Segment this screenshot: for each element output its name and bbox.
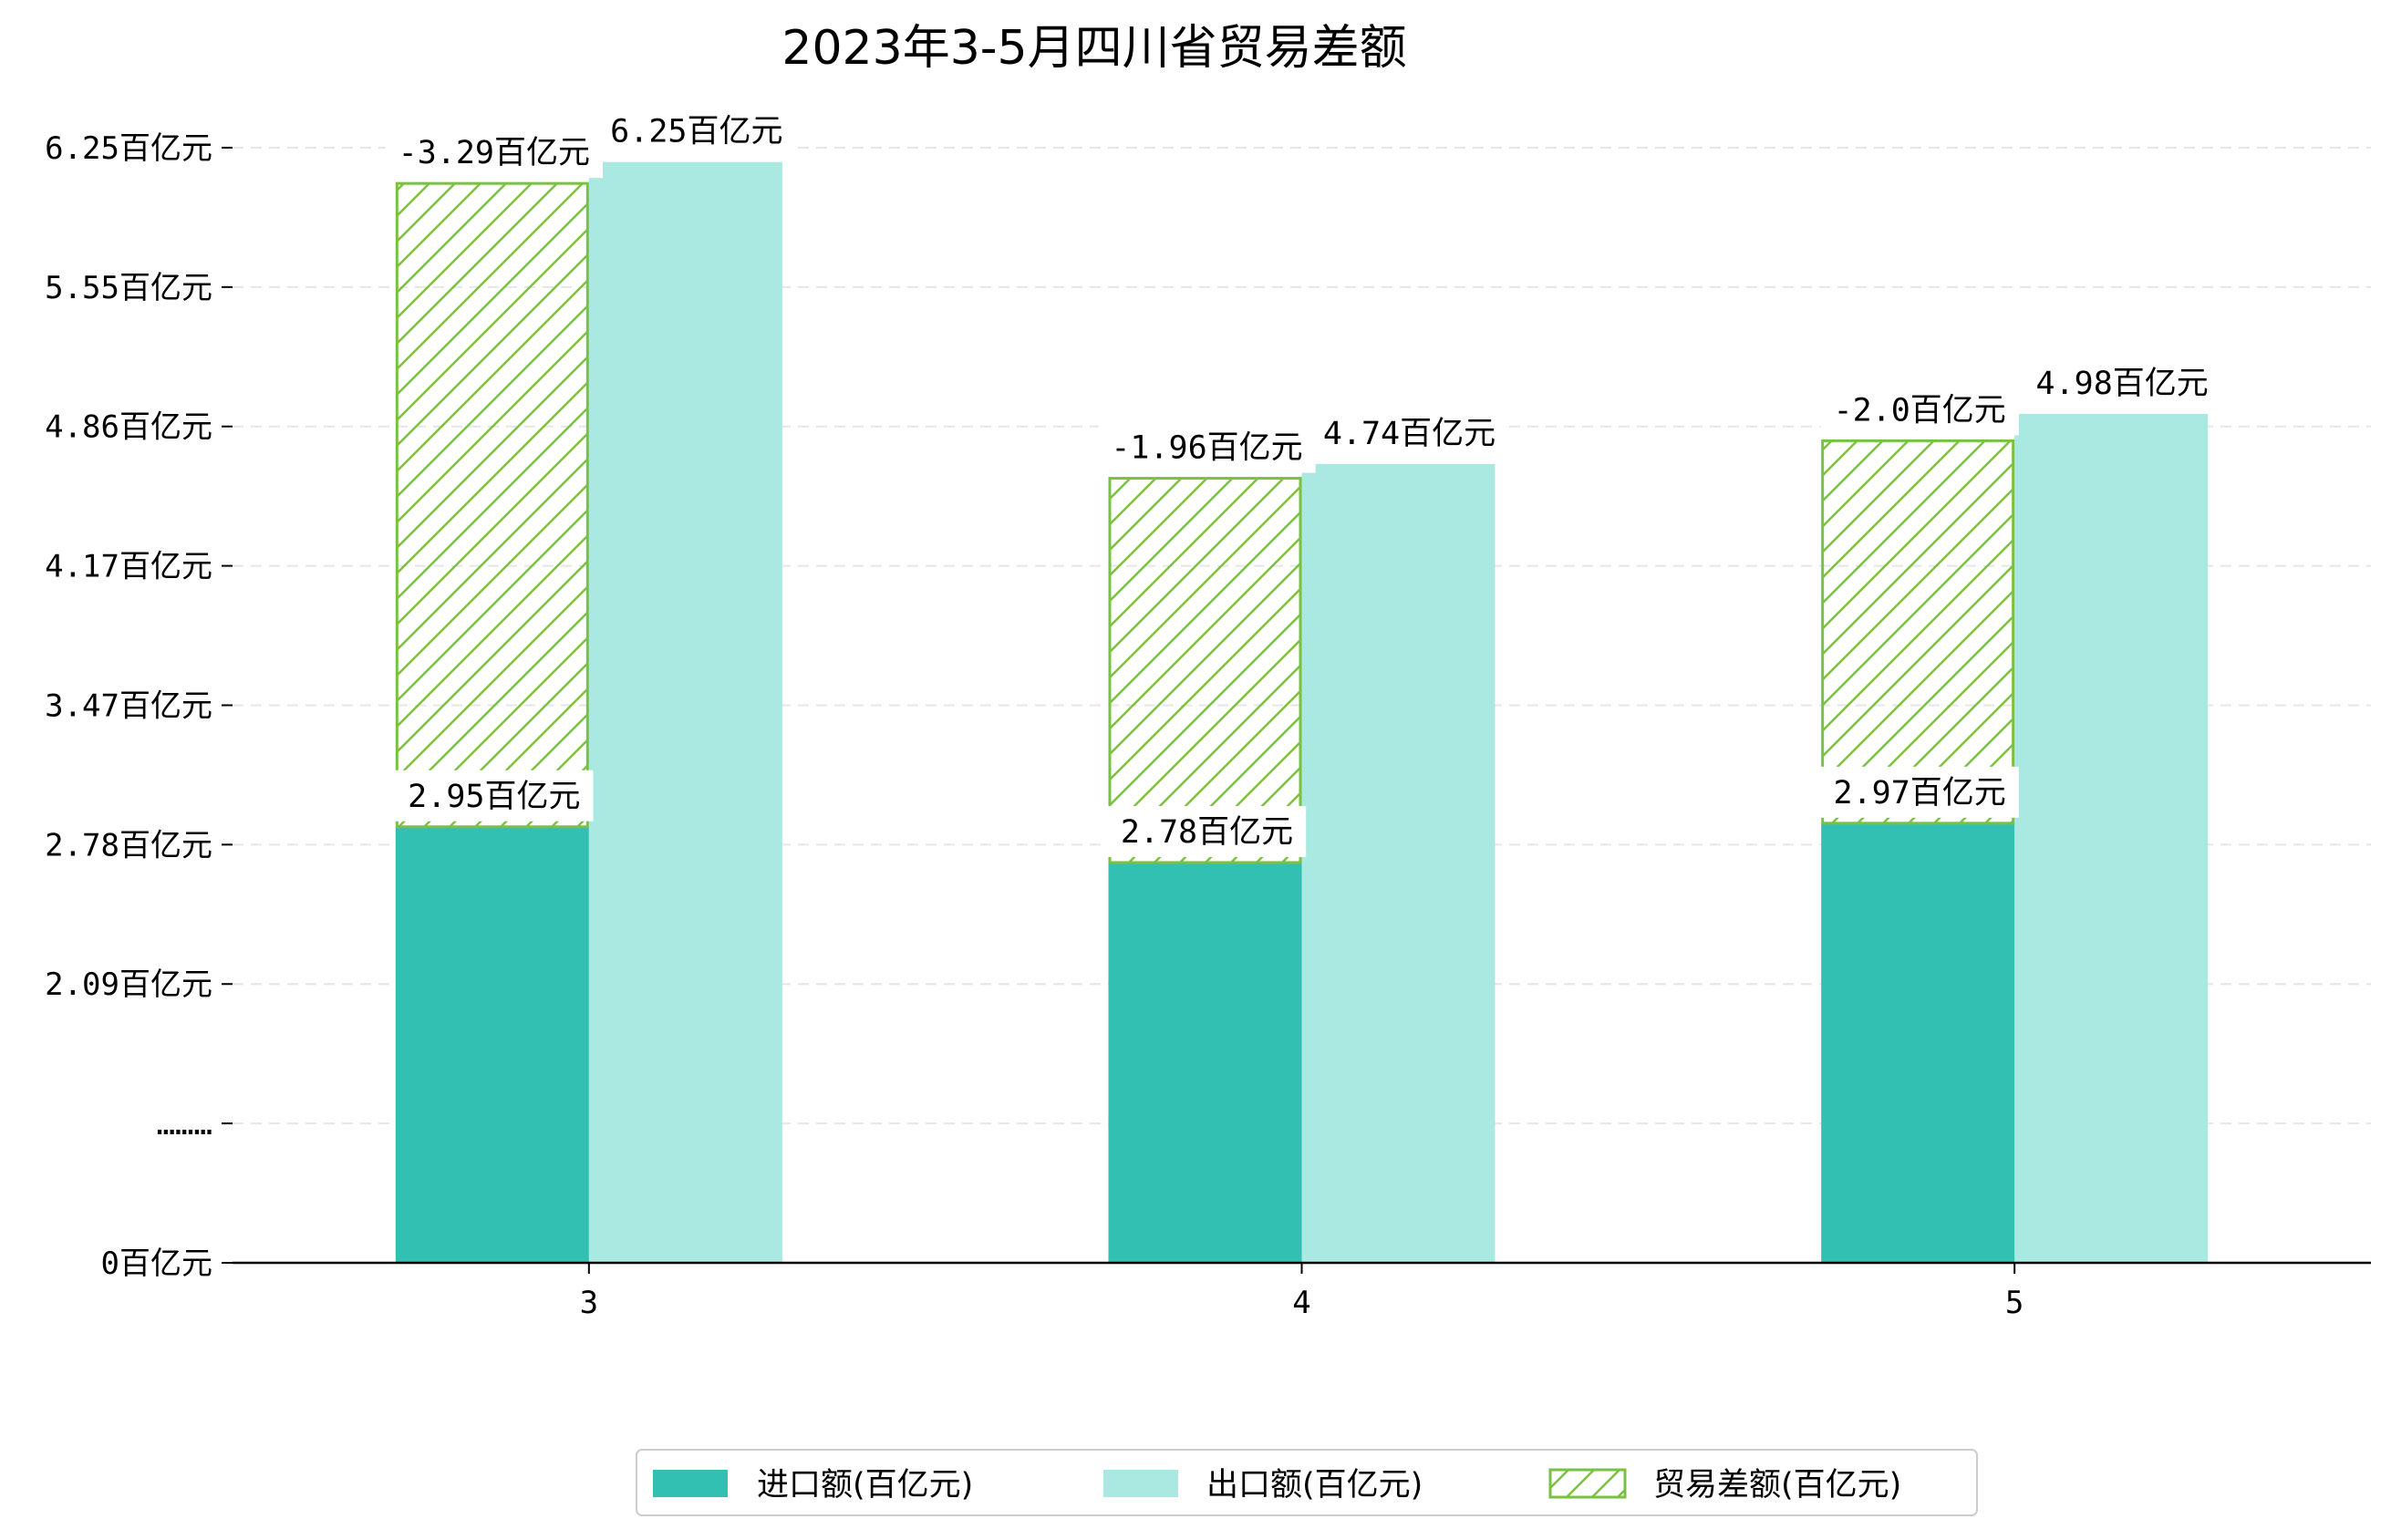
balance-bar bbox=[1108, 477, 1302, 864]
y-tick-label: 2.09百亿元 bbox=[45, 966, 212, 1003]
y-tick-label: 4.17百亿元 bbox=[45, 549, 212, 585]
y-tick-label: 3.47百亿元 bbox=[45, 687, 212, 724]
export-bar bbox=[2014, 414, 2209, 1263]
import-bar bbox=[1108, 862, 1302, 1263]
balance-bar bbox=[395, 181, 589, 829]
legend-box bbox=[636, 1449, 1978, 1516]
x-tick-label: 3 bbox=[580, 1285, 598, 1321]
export-value-label-bg bbox=[2023, 357, 2221, 408]
x-tick-label: 5 bbox=[2005, 1285, 2024, 1321]
import-value-label: 2.97百亿元 bbox=[1834, 775, 2006, 811]
y-tick-label: 4.86百亿元 bbox=[45, 409, 212, 446]
export-value-label-group: 4.74百亿元 bbox=[1309, 407, 1509, 459]
balance-value-label-group: -1.96百亿元 bbox=[1098, 421, 1316, 473]
balance-value-label: -2.0百亿元 bbox=[1834, 392, 2006, 429]
import-value-label-bg bbox=[1107, 805, 1307, 857]
import-bar bbox=[395, 826, 589, 1263]
export-value-label: 4.74百亿元 bbox=[1323, 416, 1496, 452]
import-value-label: 2.78百亿元 bbox=[1121, 814, 1293, 851]
y-tick-label: 0百亿元 bbox=[101, 1245, 212, 1282]
legend-label: 进口额(百亿元) bbox=[757, 1467, 973, 1504]
export-value-label: 6.25百亿元 bbox=[610, 114, 782, 150]
balance-value-label-bg bbox=[1820, 384, 2019, 436]
chart-title: 2023年3-5月四川省贸易差额 bbox=[781, 21, 1406, 76]
balance-value-label-group: -2.0百亿元 bbox=[1820, 384, 2019, 436]
y-tick-label: 5.55百亿元 bbox=[45, 270, 212, 306]
export-value-label-group: 4.98百亿元 bbox=[2023, 357, 2221, 408]
import-value-label: 2.95百亿元 bbox=[408, 779, 580, 815]
balance-bar bbox=[1821, 439, 2015, 825]
y-tick-label: ……… bbox=[157, 1106, 212, 1142]
legend-swatch-balance bbox=[1548, 1468, 1627, 1499]
balance-value-label-group: -3.29百亿元 bbox=[385, 127, 604, 179]
legend-label: 出口额(百亿元) bbox=[1206, 1467, 1423, 1504]
balance-value-label: -3.29百亿元 bbox=[398, 135, 590, 171]
legend-swatch-export bbox=[1103, 1470, 1178, 1497]
export-value-label-bg bbox=[597, 105, 796, 157]
import-value-label-group: 2.97百亿元 bbox=[1820, 766, 2019, 818]
axes: 0百亿元 ……… 2.09百亿元 2.78百亿元 3.47百亿元 4.17百亿元 4.86百… bbox=[45, 130, 2371, 1321]
legend-swatch-import bbox=[653, 1470, 728, 1497]
export-bar bbox=[1301, 463, 1496, 1263]
import-value-label-group: 2.95百亿元 bbox=[395, 770, 594, 822]
balance-value-label: -1.96百亿元 bbox=[1111, 430, 1302, 467]
import-value-label-group: 2.78百亿元 bbox=[1107, 805, 1307, 857]
export-value-label-group: 6.25百亿元 bbox=[597, 105, 796, 157]
y-tick-label: 6.25百亿元 bbox=[45, 130, 212, 167]
import-value-label-bg bbox=[395, 770, 594, 822]
data-labels: 6.25百亿元 -3.29百亿元 2.95百亿元 4.74百亿元 -1.96百亿元 2.7… bbox=[385, 105, 2221, 857]
balance-value-label-bg bbox=[385, 127, 604, 179]
legend: 进口额(百亿元) 出口额(百亿元) 贸易差额(百亿元) bbox=[636, 1449, 1978, 1516]
y-tick-label: 2.78百亿元 bbox=[45, 827, 212, 863]
import-bar bbox=[1821, 822, 2015, 1263]
balance-value-label-bg bbox=[1098, 421, 1316, 473]
export-value-label: 4.98百亿元 bbox=[2036, 366, 2209, 402]
x-tick-label: 4 bbox=[1292, 1285, 1310, 1321]
bars bbox=[395, 161, 2209, 1263]
export-bar bbox=[588, 161, 782, 1263]
legend-label: 贸易差额(百亿元) bbox=[1653, 1467, 1901, 1504]
import-value-label-bg bbox=[1820, 766, 2019, 818]
export-value-label-bg bbox=[1309, 407, 1509, 459]
